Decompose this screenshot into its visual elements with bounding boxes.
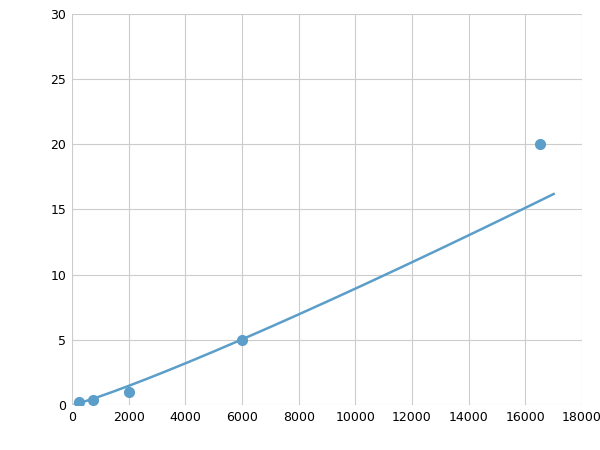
Point bbox=[88, 396, 98, 403]
Point bbox=[237, 336, 247, 343]
Point bbox=[74, 399, 84, 406]
Point bbox=[535, 140, 544, 148]
Point bbox=[124, 388, 133, 396]
